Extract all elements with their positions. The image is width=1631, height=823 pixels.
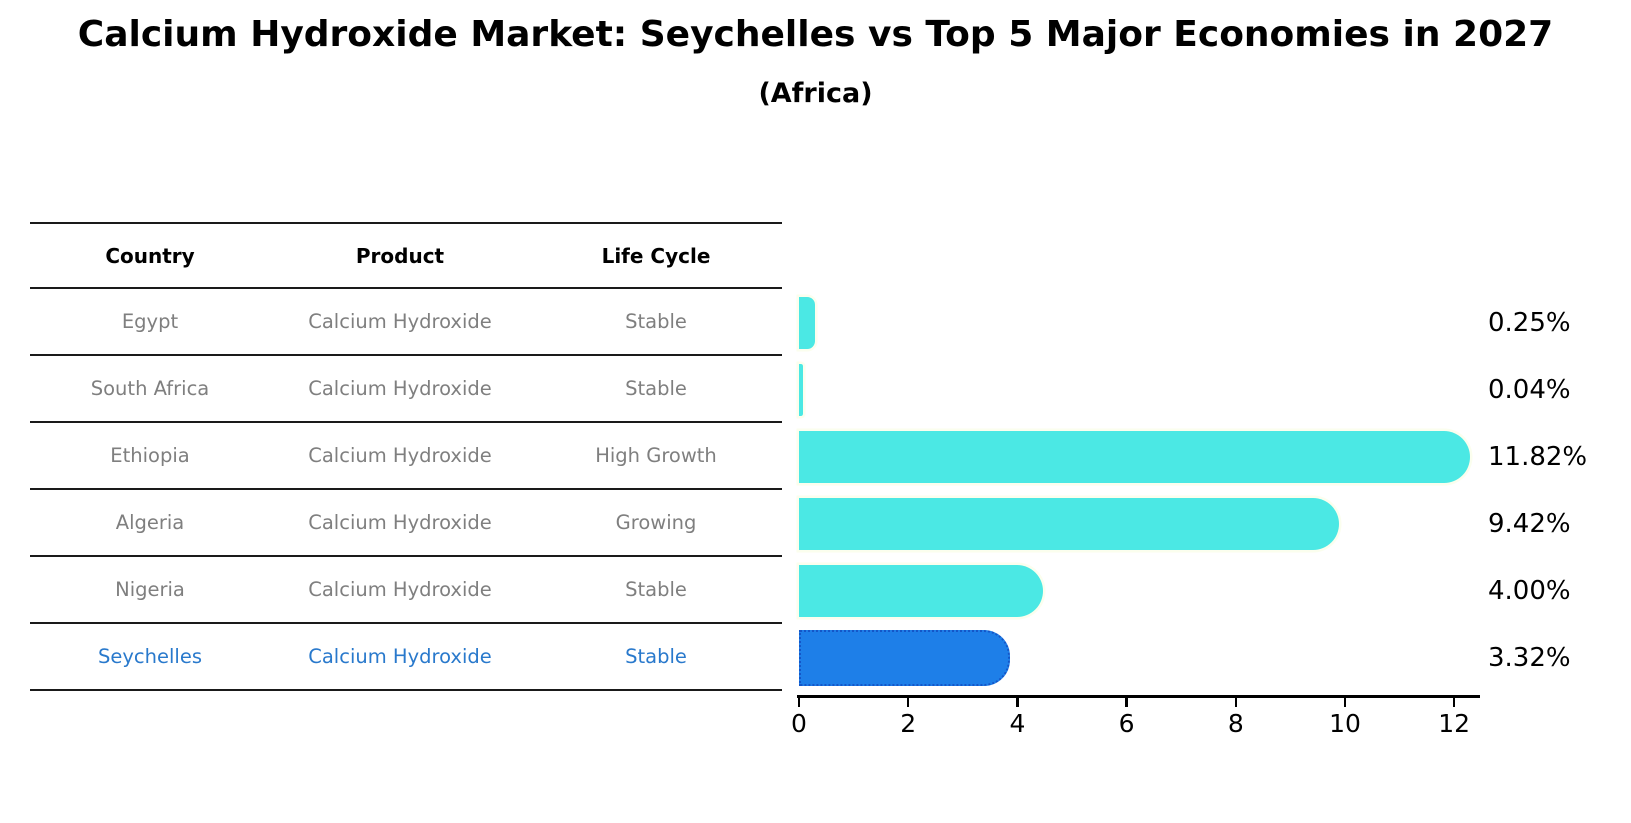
bar-algeria: [799, 497, 1340, 550]
x-tick-label: 6: [1118, 709, 1135, 738]
bar-row-south-africa: 0.04%: [799, 356, 1631, 423]
chart-title: Calcium Hydroxide Market: Seychelles vs …: [77, 14, 1554, 55]
x-tick: [906, 698, 910, 707]
product-cell: Calcium Hydroxide: [308, 310, 492, 333]
country-cell: Ethiopia: [110, 444, 190, 467]
country-cell: Seychelles: [98, 645, 202, 668]
bar-row-ethiopia: 11.82%: [799, 423, 1631, 490]
table-header-row: Country Product Life Cycle: [30, 222, 782, 289]
product-cell: Calcium Hydroxide: [308, 444, 492, 467]
bar-nigeria: [799, 564, 1044, 617]
x-tick-label: 2: [900, 709, 917, 738]
lifecycle-cell: Stable: [625, 377, 687, 400]
lifecycle-cell: Growing: [615, 511, 697, 534]
x-tick: [1016, 698, 1019, 707]
lifecycle-cell: Stable: [625, 578, 687, 601]
country-cell: Nigeria: [115, 578, 185, 601]
country-cell: Egypt: [121, 310, 179, 333]
x-tick: [1125, 698, 1128, 707]
table-row: Algeria Calcium Hydroxide Growing: [30, 490, 782, 557]
x-axis: 0 2 4 6 8 10 12: [791, 695, 1631, 755]
table-row: Ethiopia Calcium Hydroxide High Growth: [30, 423, 782, 490]
product-cell: Calcium Hydroxide: [308, 578, 492, 601]
value-label: 11.82%: [1488, 441, 1588, 472]
bar-row-seychelles: 3.32%: [799, 624, 1631, 691]
x-axis-line: [797, 695, 1480, 698]
bar-rows: 0.25% 0.04% 11.82% 9.42% 4.00% 3.32%: [799, 289, 1631, 691]
country-cell: South Africa: [90, 377, 210, 400]
x-tick-label: 4: [1009, 709, 1026, 738]
lifecycle-cell: High Growth: [595, 444, 717, 467]
chart-subtitle: (Africa): [758, 78, 873, 109]
bar-row-algeria: 9.42%: [799, 490, 1631, 557]
value-label: 0.25%: [1488, 307, 1571, 338]
lifecycle-cell: Stable: [625, 310, 687, 333]
value-label: 4.00%: [1488, 575, 1571, 606]
bar-row-egypt: 0.25%: [799, 289, 1631, 356]
product-cell: Calcium Hydroxide: [308, 377, 492, 400]
table-body: Egypt Calcium Hydroxide Stable South Africa…: [30, 289, 782, 691]
bar-chart: 0.25% 0.04% 11.82% 9.42% 4.00% 3.32% 0 2 4 6 8 10 1…: [791, 289, 1631, 823]
column-header-product: Product: [355, 243, 445, 268]
highlight-bar-seychelles: [799, 629, 1011, 686]
economies-table: Country Product Life Cycle Egypt Calcium …: [30, 222, 782, 691]
value-label: 3.32%: [1488, 642, 1571, 673]
bar-row-nigeria: 4.00%: [799, 557, 1631, 624]
product-cell: Calcium Hydroxide: [308, 645, 492, 668]
bar-south-africa: [799, 363, 804, 416]
bar-ethiopia: [799, 430, 1471, 483]
product-cell: Calcium Hydroxide: [308, 511, 492, 534]
table-row: Seychelles Calcium Hydroxide Stable: [30, 624, 782, 691]
x-tick-label: 0: [791, 709, 807, 738]
column-header-country: Country: [105, 243, 195, 268]
value-label: 9.42%: [1488, 508, 1571, 539]
x-tick: [1452, 698, 1456, 707]
x-tick: [1234, 698, 1238, 707]
x-tick: [797, 698, 801, 707]
table-row: South Africa Calcium Hydroxide Stable: [30, 356, 782, 423]
country-cell: Algeria: [115, 511, 185, 534]
x-tick-label: 8: [1227, 709, 1244, 738]
lifecycle-cell: Stable: [625, 645, 687, 668]
value-label: 0.04%: [1488, 374, 1571, 405]
column-header-lifecycle: Life Cycle: [601, 243, 711, 268]
x-tick-label: 10: [1329, 709, 1361, 738]
table-row: Egypt Calcium Hydroxide Stable: [30, 289, 782, 356]
table-row: Nigeria Calcium Hydroxide Stable: [30, 557, 782, 624]
bar-egypt: [799, 296, 815, 349]
x-tick: [1343, 698, 1347, 707]
x-tick-label: 12: [1438, 709, 1471, 738]
